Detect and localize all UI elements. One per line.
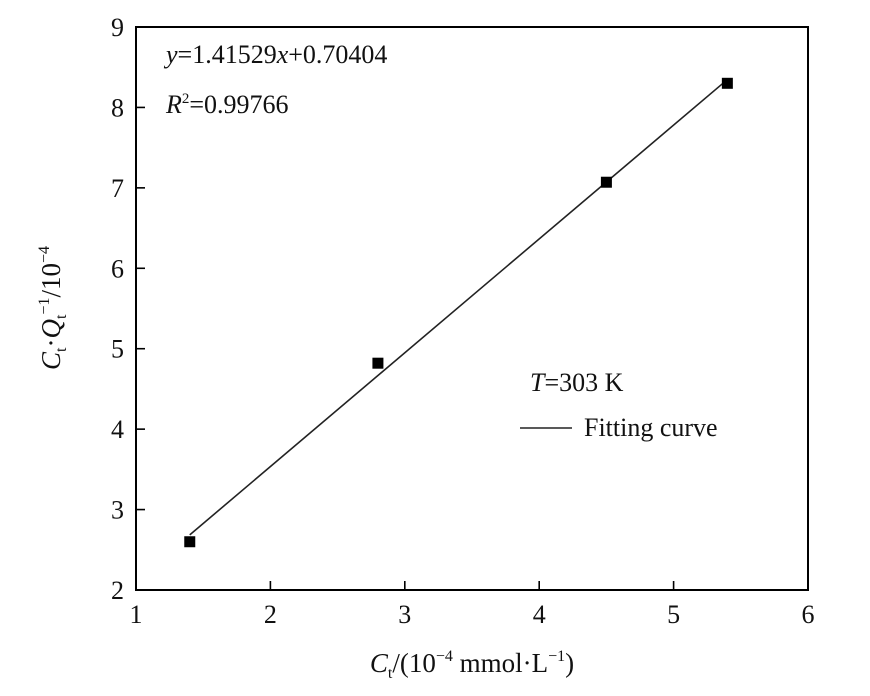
y-axis-label: Ct·Qt−1/10−4	[36, 246, 70, 370]
fit-line	[189, 78, 728, 536]
data-point	[600, 176, 612, 188]
y-tick-label: 8	[111, 93, 124, 122]
x-tick-label: 1	[130, 600, 143, 629]
data-point	[721, 77, 733, 89]
x-tick-label: 3	[398, 600, 411, 629]
y-tick-label: 4	[111, 415, 124, 444]
y-tick-label: 3	[111, 496, 124, 525]
x-tick-label: 4	[533, 600, 546, 629]
r-squared: R2=0.99766	[165, 90, 289, 119]
y-tick-label: 6	[111, 254, 124, 283]
plot-area-frame	[135, 26, 809, 591]
x-axis-label: Ct/(10−4 mmol·L−1)	[370, 648, 574, 682]
x-tick-label: 2	[264, 600, 277, 629]
y-tick-label: 9	[111, 13, 124, 42]
y-tick-label: 7	[111, 174, 124, 203]
data-points	[184, 77, 733, 548]
legend: T=303 K Fitting curve	[520, 368, 718, 442]
x-tick-label: 6	[802, 600, 815, 629]
data-point	[372, 357, 384, 369]
fit-equation: y=1.41529x+0.70404	[163, 40, 387, 69]
data-point	[184, 536, 196, 548]
legend-title: T=303 K	[530, 368, 624, 397]
fit-layer	[189, 78, 728, 536]
y-tick-label: 2	[111, 576, 124, 605]
legend-label: Fitting curve	[584, 413, 718, 442]
x-tick-label: 5	[667, 600, 680, 629]
y-tick-label: 5	[111, 335, 124, 364]
